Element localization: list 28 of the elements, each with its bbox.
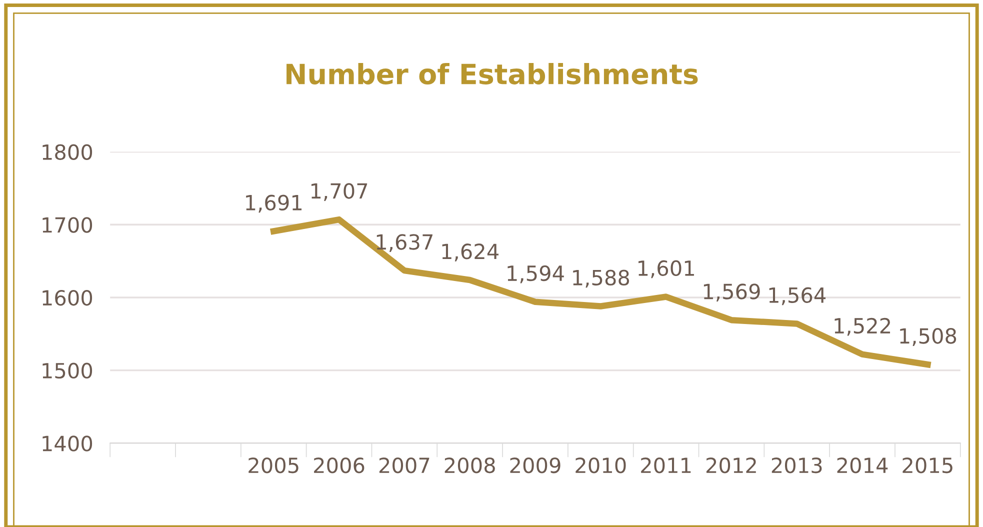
data-label: 1,624: [442, 244, 498, 262]
y-tick-label: 1600: [42, 290, 92, 306]
chart-title: Number of Establishments: [286, 62, 698, 84]
x-tick-label: 2005: [248, 457, 298, 474]
x-tick-label: 2011: [641, 457, 691, 474]
x-tick-label: 2006: [314, 457, 364, 474]
x-tick-label: 2010: [576, 457, 626, 474]
data-label: 1,637: [376, 234, 432, 252]
data-label: 1,601: [638, 260, 694, 278]
data-label: 1,569: [704, 284, 760, 302]
data-label: 1,522: [834, 318, 890, 336]
data-label: 1,508: [900, 328, 956, 346]
data-label: 1,691: [246, 194, 302, 213]
y-tick-label: 1800: [42, 144, 92, 160]
y-tick-label: 1700: [42, 217, 92, 233]
y-tick-label: 1400: [42, 436, 92, 452]
data-label: 1,594: [508, 265, 564, 284]
data-label: 1,707: [311, 183, 368, 201]
y-tick-label: 1500: [42, 362, 92, 379]
x-tick-label: 2007: [379, 457, 430, 474]
x-tick-label: 2014: [837, 457, 888, 474]
data-label: 1,564: [769, 287, 826, 306]
x-tick-label: 2009: [510, 457, 560, 474]
x-tick-label: 2012: [706, 457, 756, 474]
x-tick-label: 2015: [902, 457, 952, 474]
x-tick-label: 2008: [444, 457, 495, 474]
data-label: 1,588: [573, 270, 630, 288]
x-tick-label: 2013: [772, 457, 822, 474]
